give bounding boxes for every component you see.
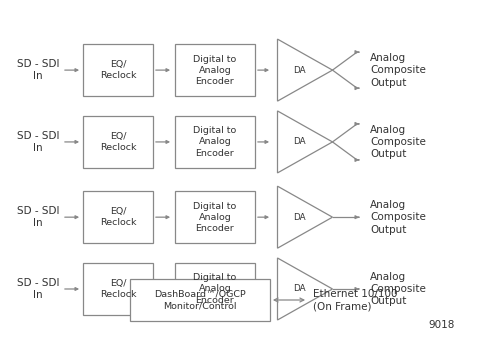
Text: Analog
Composite
Output: Analog Composite Output xyxy=(370,53,426,88)
Polygon shape xyxy=(277,39,333,101)
Bar xyxy=(83,191,153,243)
Text: Digital to
Analog
Encoder: Digital to Analog Encoder xyxy=(193,126,237,158)
Text: Digital to
Analog
Encoder: Digital to Analog Encoder xyxy=(193,201,237,233)
Bar xyxy=(130,279,270,321)
Bar xyxy=(83,44,153,96)
Text: Analog
Composite
Output: Analog Composite Output xyxy=(370,272,426,306)
Text: DA: DA xyxy=(293,213,306,222)
Text: SD - SDI
In: SD - SDI In xyxy=(17,131,59,153)
Bar xyxy=(175,44,255,96)
Text: 9018: 9018 xyxy=(429,320,455,330)
Text: SD - SDI
In: SD - SDI In xyxy=(17,206,59,228)
Text: Analog
Composite
Output: Analog Composite Output xyxy=(370,200,426,235)
Text: Analog
Composite
Output: Analog Composite Output xyxy=(370,124,426,159)
Bar xyxy=(175,263,255,315)
Text: Digital to
Analog
Encoder: Digital to Analog Encoder xyxy=(193,54,237,86)
Bar xyxy=(83,116,153,168)
Text: EQ/
Reclock: EQ/ Reclock xyxy=(100,132,136,152)
Bar xyxy=(175,116,255,168)
Text: DashBoard™/OGCP
Monitor/Control: DashBoard™/OGCP Monitor/Control xyxy=(154,290,246,310)
Bar xyxy=(83,263,153,315)
Text: SD - SDI
In: SD - SDI In xyxy=(17,59,59,81)
Text: DA: DA xyxy=(293,66,306,75)
Polygon shape xyxy=(277,258,333,320)
Polygon shape xyxy=(277,111,333,173)
Text: DA: DA xyxy=(293,137,306,146)
Text: SD - SDI
In: SD - SDI In xyxy=(17,278,59,300)
Text: EQ/
Reclock: EQ/ Reclock xyxy=(100,207,136,227)
Text: EQ/
Reclock: EQ/ Reclock xyxy=(100,60,136,80)
Text: EQ/
Reclock: EQ/ Reclock xyxy=(100,279,136,299)
Text: Ethernet 10/100
(On Frame): Ethernet 10/100 (On Frame) xyxy=(313,289,397,311)
Text: DA: DA xyxy=(293,285,306,293)
Text: Digital to
Analog
Encoder: Digital to Analog Encoder xyxy=(193,273,237,305)
Polygon shape xyxy=(277,186,333,248)
Bar xyxy=(175,191,255,243)
